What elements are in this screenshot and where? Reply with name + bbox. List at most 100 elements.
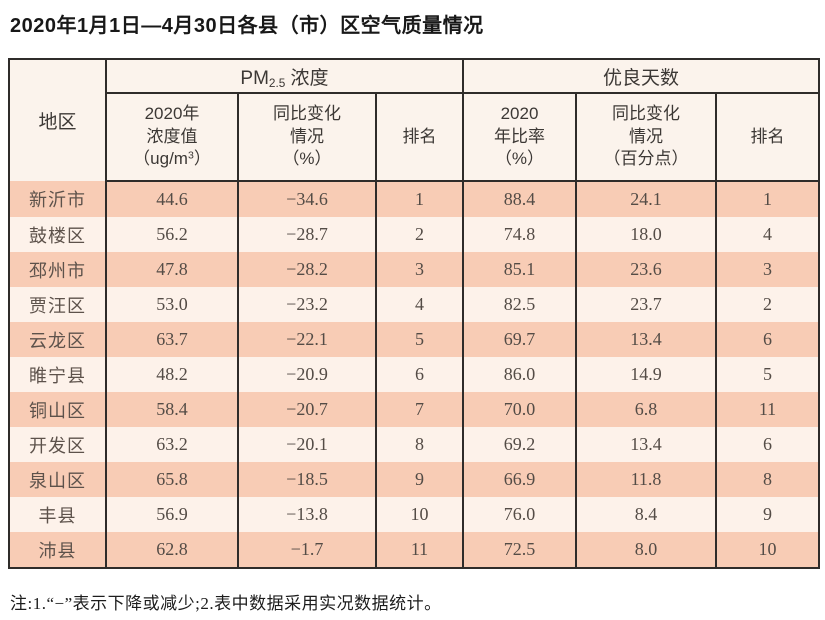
days-ratio-cell: 88.4 (462, 181, 577, 217)
air-quality-table: 地区 PM2.5 浓度 优良天数 2020年 浓度值 （ug/m3） 同比变化 … (8, 58, 821, 569)
pm-rank-cell: 1 (375, 181, 464, 217)
pm-value-cell: 44.6 (105, 181, 239, 217)
days-rank-cell: 6 (714, 322, 821, 357)
pm-value-cell: 48.2 (105, 357, 239, 392)
pm-change-cell: −23.2 (237, 287, 377, 322)
days-change-cell: 13.4 (575, 322, 717, 357)
days-change-cell: 11.8 (575, 462, 717, 497)
pm-value-cell: 56.9 (105, 497, 239, 532)
pm-value-cell: 63.7 (105, 322, 239, 357)
days-change-cell: 18.0 (575, 217, 717, 252)
header-line: 年比率 (494, 126, 545, 146)
table-body: 新沂市 44.6 −34.6 1 88.4 24.1 1 鼓楼区 56.2 −2… (8, 181, 821, 568)
pm-value-cell: 63.2 (105, 427, 239, 462)
pm-rank-cell: 8 (375, 427, 464, 462)
col-header-pm-value: 2020年 浓度值 （ug/m3） (105, 93, 239, 182)
header-line: 2020年 (144, 104, 200, 124)
days-change-cell: 13.4 (575, 427, 717, 462)
header-line: 同比变化 (612, 104, 680, 124)
table-row: 丰县 56.9 −13.8 10 76.0 8.4 9 (8, 497, 821, 532)
col-header-pm-change: 同比变化 情况 （%） (237, 93, 377, 182)
pm-rank-cell: 6 (375, 357, 464, 392)
col-header-pm-rank: 排名 (375, 93, 464, 182)
days-change-cell: 14.9 (575, 357, 717, 392)
days-change-cell: 23.7 (575, 287, 717, 322)
pm-rank-cell: 7 (375, 392, 464, 427)
days-rank-cell: 2 (714, 287, 821, 322)
days-rank-cell: 6 (714, 427, 821, 462)
region-cell: 邳州市 (8, 252, 107, 287)
region-cell: 贾汪区 (8, 287, 107, 322)
table-row: 邳州市 47.8 −28.2 3 85.1 23.6 3 (8, 252, 821, 287)
region-cell: 丰县 (8, 497, 107, 532)
days-change-cell: 8.4 (575, 497, 717, 532)
pm-change-cell: −20.9 (237, 357, 377, 392)
pm-change-cell: −28.2 (237, 252, 377, 287)
pm-change-cell: −18.5 (237, 462, 377, 497)
header-line: 同比变化 (273, 104, 341, 124)
header-line: （%） (282, 149, 332, 169)
days-rank-cell: 5 (714, 357, 821, 392)
unit-prefix: （ug/m (133, 149, 188, 169)
table-row: 铜山区 58.4 −20.7 7 70.0 6.8 11 (8, 392, 821, 427)
pm-value-cell: 53.0 (105, 287, 239, 322)
col-group-pm25: PM2.5 浓度 (105, 59, 464, 94)
pm-value-cell: 65.8 (105, 462, 239, 497)
days-ratio-cell: 70.0 (462, 392, 577, 427)
pm25-subscript: 2.5 (268, 76, 286, 90)
region-cell: 铜山区 (8, 392, 107, 427)
days-rank-cell: 8 (714, 462, 821, 497)
header-line: （百分点） (603, 149, 689, 169)
pm-change-cell: −1.7 (237, 532, 377, 568)
table-row: 贾汪区 53.0 −23.2 4 82.5 23.7 2 (8, 287, 821, 322)
header-group-row: 地区 PM2.5 浓度 优良天数 (8, 59, 821, 181)
pm-rank-cell: 11 (375, 532, 464, 568)
table-footnote: 注:1.“−”表示下降或减少;2.表中数据采用实况数据统计。 (10, 594, 442, 613)
region-cell: 云龙区 (8, 322, 107, 357)
pm-value-cell: 56.2 (105, 217, 239, 252)
days-rank-cell: 10 (714, 532, 821, 568)
pm-change-cell: −28.7 (237, 217, 377, 252)
pm-rank-cell: 10 (375, 497, 464, 532)
region-cell: 开发区 (8, 427, 107, 462)
pm-rank-cell: 9 (375, 462, 464, 497)
pm-change-cell: −13.8 (237, 497, 377, 532)
col-header-days-change: 同比变化 情况 （百分点） (575, 93, 717, 182)
pm-value-cell: 47.8 (105, 252, 239, 287)
days-ratio-cell: 69.7 (462, 322, 577, 357)
region-cell: 睢宁县 (8, 357, 107, 392)
header-sub-row: 2020年 浓度值 （ug/m3） 同比变化 情况 （%） 排名 2020 年比… (9, 93, 821, 182)
table-row: 云龙区 63.7 −22.1 5 69.7 13.4 6 (8, 322, 821, 357)
table-row: 沛县 62.8 −1.7 11 72.5 8.0 10 (8, 532, 821, 568)
region-cell: 新沂市 (8, 181, 107, 217)
col-header-days-rank: 排名 (714, 93, 821, 182)
header-line: 2020 (500, 104, 539, 124)
days-ratio-cell: 85.1 (462, 252, 577, 287)
days-change-cell: 8.0 (575, 532, 717, 568)
header-unit-line: （ug/m3） (107, 148, 237, 170)
pm-rank-cell: 4 (375, 287, 464, 322)
days-rank-cell: 9 (714, 497, 821, 532)
pm-value-cell: 62.8 (105, 532, 239, 568)
days-ratio-cell: 76.0 (462, 497, 577, 532)
header-line: （%） (494, 149, 545, 169)
col-header-days-ratio: 2020 年比率 （%） (462, 93, 577, 182)
unit-suffix: ） (193, 149, 211, 169)
col-header-region: 地区 (8, 59, 107, 181)
table-row: 睢宁县 48.2 −20.9 6 86.0 14.9 5 (8, 357, 821, 392)
region-cell: 鼓楼区 (8, 217, 107, 252)
region-cell: 沛县 (8, 532, 107, 568)
page-title: 2020年1月1日—4月30日各县（市）区空气质量情况 (10, 15, 484, 37)
days-change-cell: 24.1 (575, 181, 717, 217)
days-change-cell: 6.8 (575, 392, 717, 427)
days-rank-cell: 11 (714, 392, 821, 427)
days-rank-cell: 3 (714, 252, 821, 287)
pm-value-cell: 58.4 (105, 392, 239, 427)
table-row: 开发区 63.2 −20.1 8 69.2 13.4 6 (8, 427, 821, 462)
table-header: 地区 PM2.5 浓度 优良天数 2020年 浓度值 （ug/m3） 同比变化 … (8, 59, 821, 182)
region-cell: 泉山区 (8, 462, 107, 497)
pm-change-cell: −22.1 (237, 322, 377, 357)
unit-superscript: 3 (187, 149, 194, 162)
days-rank-cell: 4 (714, 217, 821, 252)
pm-change-cell: −34.6 (237, 181, 377, 217)
